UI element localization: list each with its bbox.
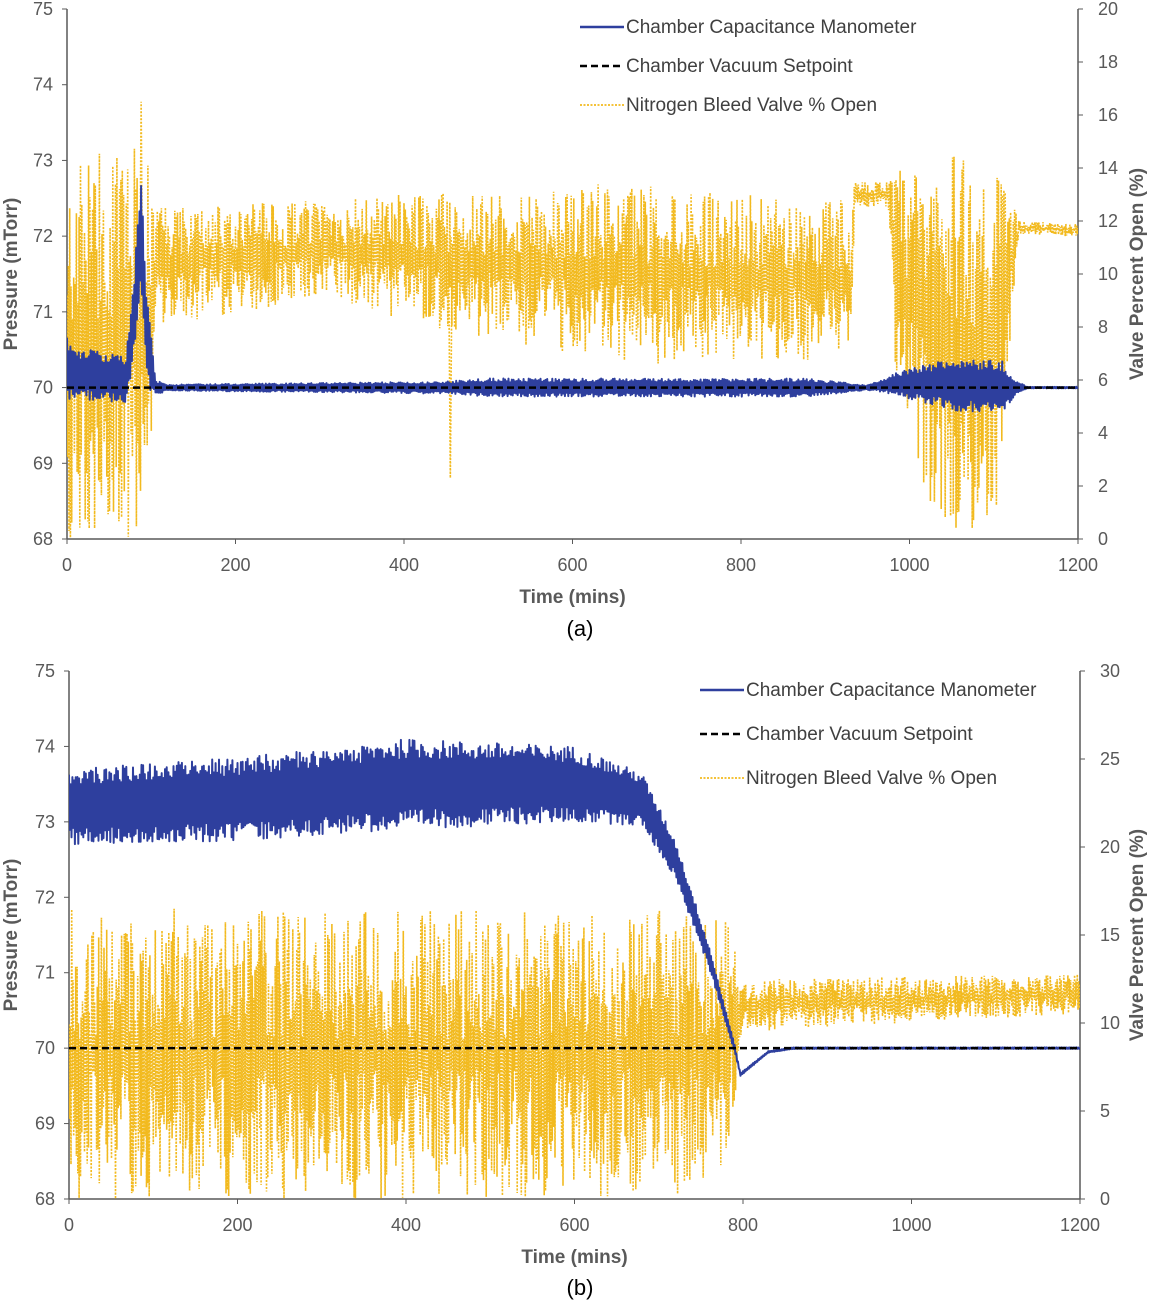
x-axis-title: Time (mins) bbox=[521, 1247, 627, 1268]
x-tick-label: 0 bbox=[62, 555, 72, 575]
x-tick-label: 200 bbox=[222, 1215, 252, 1235]
series-manometer-line bbox=[67, 185, 1078, 413]
panel-label: (a) bbox=[567, 616, 594, 641]
y2-tick-label: 5 bbox=[1100, 1101, 1110, 1121]
y-tick-label: 73 bbox=[33, 150, 53, 170]
series-valve-line bbox=[69, 908, 1080, 1199]
y-tick-label: 69 bbox=[35, 1114, 55, 1134]
y-axis-title: Pressure (mTorr) bbox=[1, 859, 22, 1012]
x-tick-label: 1200 bbox=[1058, 555, 1098, 575]
x-tick-label: 1000 bbox=[889, 555, 929, 575]
chart-b: 68 69 70 71 72 73 74 75 0 5 10 15 20 25 30 0 200 400 600 80… bbox=[0, 655, 1152, 1310]
y-tick-label: 75 bbox=[35, 661, 55, 681]
y2-tick-label: 30 bbox=[1100, 661, 1120, 681]
y-tick-label: 69 bbox=[33, 453, 53, 473]
y-tick-label: 70 bbox=[35, 1038, 55, 1058]
legend: Chamber Capacitance Manometer Chamber Vac… bbox=[580, 17, 917, 116]
y2-tick-label: 8 bbox=[1098, 317, 1108, 337]
x-tick-label: 200 bbox=[220, 555, 250, 575]
y2-tick-label: 25 bbox=[1100, 749, 1120, 769]
y-tick-label: 72 bbox=[35, 887, 55, 907]
legend-label: Nitrogen Bleed Valve % Open bbox=[746, 768, 997, 789]
plot-area: 68 69 70 71 72 73 74 75 0 5 10 15 20 25 30 0 200 400 600 80… bbox=[1, 661, 1148, 1268]
series-group bbox=[69, 738, 1080, 1199]
legend-label: Chamber Capacitance Manometer bbox=[746, 680, 1037, 701]
x-tick-label: 1200 bbox=[1060, 1215, 1100, 1235]
x-tick-label: 600 bbox=[557, 555, 587, 575]
y-tick-label: 68 bbox=[35, 1189, 55, 1209]
series-valve-line bbox=[67, 148, 1078, 538]
y2-tick-label: 12 bbox=[1098, 211, 1118, 231]
y2-tick-label: 15 bbox=[1100, 925, 1120, 945]
y2-axis-title: Valve Percent Open (%) bbox=[1127, 829, 1148, 1041]
x-axis-title: Time (mins) bbox=[519, 587, 625, 608]
y-tick-label: 74 bbox=[35, 736, 55, 756]
legend-label: Chamber Capacitance Manometer bbox=[626, 17, 917, 38]
legend-label: Chamber Vacuum Setpoint bbox=[626, 56, 853, 77]
y2-tick-label: 0 bbox=[1100, 1189, 1110, 1209]
x-tick-label: 800 bbox=[726, 555, 756, 575]
y2-tick-label: 6 bbox=[1098, 370, 1108, 390]
x-tick-label: 400 bbox=[389, 555, 419, 575]
y2-tick-label: 0 bbox=[1098, 529, 1108, 549]
y2-tick-label: 10 bbox=[1098, 264, 1118, 284]
y-tick-label: 68 bbox=[33, 529, 53, 549]
series-valve-spike bbox=[447, 261, 453, 479]
y2-tick-label: 14 bbox=[1098, 158, 1118, 178]
chart-b-svg: 68 69 70 71 72 73 74 75 0 5 10 15 20 25 30 0 200 400 600 80… bbox=[1, 661, 1148, 1300]
y-tick-label: 71 bbox=[35, 963, 55, 983]
legend-label: Nitrogen Bleed Valve % Open bbox=[626, 95, 877, 116]
x-tick-label: 600 bbox=[559, 1215, 589, 1235]
series-group bbox=[67, 101, 1078, 538]
y-tick-label: 70 bbox=[33, 378, 53, 398]
y2-tick-label: 16 bbox=[1098, 105, 1118, 125]
x-tick-label: 0 bbox=[64, 1215, 74, 1235]
y-tick-label: 71 bbox=[33, 302, 53, 322]
y-tick-label: 72 bbox=[33, 226, 53, 246]
y2-tick-label: 10 bbox=[1100, 1013, 1120, 1033]
chart-a: 68 69 70 71 72 73 74 75 0 2 4 6 8 10 12 14 16 18 20 0 200 400… bbox=[1, 0, 1148, 641]
y-tick-label: 74 bbox=[33, 75, 53, 95]
x-tick-label: 1000 bbox=[891, 1215, 931, 1235]
legend: Chamber Capacitance Manometer Chamber Vac… bbox=[700, 680, 1037, 789]
y2-tick-label: 20 bbox=[1100, 837, 1120, 857]
y-tick-label: 75 bbox=[33, 0, 53, 19]
y2-axis-title: Valve Percent Open (%) bbox=[1127, 168, 1148, 380]
y2-tick-label: 18 bbox=[1098, 52, 1118, 72]
x-tick-label: 800 bbox=[728, 1215, 758, 1235]
y-axis-title: Pressure (mTorr) bbox=[1, 198, 22, 351]
series-valve-spike bbox=[138, 101, 144, 341]
legend-label: Chamber Vacuum Setpoint bbox=[746, 724, 973, 745]
x-tick-label: 400 bbox=[391, 1215, 421, 1235]
y2-tick-label: 2 bbox=[1098, 476, 1108, 496]
panel-label: (b) bbox=[567, 1275, 594, 1300]
y2-tick-label: 20 bbox=[1098, 0, 1118, 19]
y-tick-label: 73 bbox=[35, 812, 55, 832]
y2-tick-label: 4 bbox=[1098, 423, 1108, 443]
